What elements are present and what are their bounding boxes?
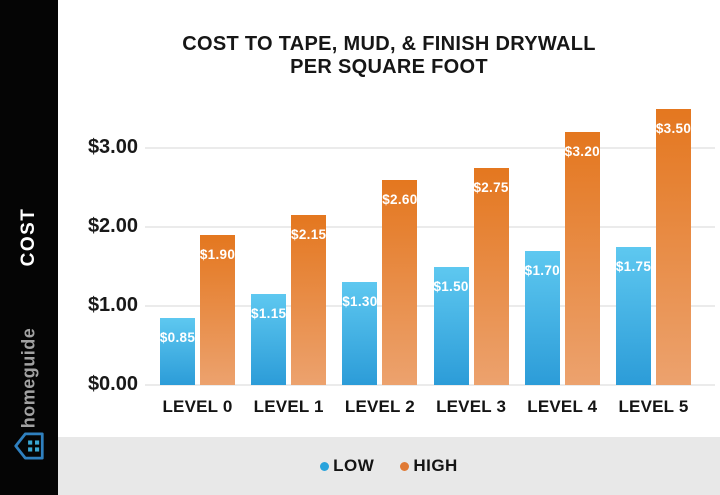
- chart-title-line-2: PER SQUARE FOOT: [290, 56, 488, 78]
- bar-value-label: $3.20: [564, 144, 600, 160]
- x-tick-label-level-5: LEVEL 5: [618, 397, 689, 416]
- bar-low-level-5: $1.75: [615, 246, 652, 385]
- chart-title-line-1: COST TO TAPE, MUD, & FINISH DRYWALL: [182, 33, 596, 55]
- legend-label-low: LOW: [333, 456, 375, 475]
- gridline-$1.00: [145, 305, 715, 307]
- bar-value-label: $1.70: [524, 262, 560, 278]
- bar-value-label: $0.85: [159, 329, 196, 345]
- sidebar: COST homeguide: [0, 0, 58, 495]
- bar-low-level-0: $0.85: [159, 317, 196, 385]
- x-tick-label-level-3: LEVEL 3: [436, 397, 507, 416]
- bar-high-level-3: $2.75: [473, 167, 509, 385]
- y-tick-label: $0.00: [87, 373, 138, 395]
- high-series-dot-icon: [400, 461, 410, 471]
- bar-value-label: $1.50: [433, 278, 469, 294]
- bar-value-label: $2.75: [473, 179, 509, 195]
- bar-value-label: $1.75: [615, 258, 652, 274]
- bar-low-level-1: $1.15: [251, 294, 287, 385]
- chart-title: COST TO TAPE, MUD, & FINISH DRYWALL PER …: [58, 33, 720, 79]
- x-tick-label-level-0: LEVEL 0: [162, 397, 233, 416]
- bar-high-level-4: $3.20: [565, 132, 600, 385]
- x-tick-label-level-4: LEVEL 4: [527, 397, 598, 416]
- gridline-$2.00: [145, 226, 715, 228]
- bar-value-label: $1.15: [251, 306, 287, 322]
- bar-high-level-2: $2.60: [382, 179, 418, 385]
- bar-low-level-2: $1.30: [342, 282, 378, 385]
- bar-value-label: $2.15: [291, 227, 327, 243]
- y-tick-label: $3.00: [87, 136, 138, 158]
- y-tick-label: $1.00: [87, 294, 138, 316]
- bar-value-label: $2.60: [382, 191, 418, 207]
- bar-high-level-5: $3.50: [655, 108, 692, 385]
- x-tick-label-level-2: LEVEL 2: [344, 397, 415, 416]
- legend: LOW HIGH: [58, 437, 720, 495]
- legend-item-low: LOW: [320, 456, 374, 476]
- legend-label-high: HIGH: [413, 456, 458, 475]
- bar-value-label: $1.90: [199, 246, 236, 262]
- bar-high-level-0: $1.90: [199, 234, 236, 385]
- house-grid-icon: [14, 432, 44, 460]
- low-series-dot-icon: [320, 461, 330, 471]
- gridline-$0.00: [145, 384, 715, 386]
- x-tick-label-level-1: LEVEL 1: [253, 397, 324, 416]
- bar-value-label: $1.30: [342, 294, 378, 310]
- bar-high-level-1: $2.15: [291, 215, 327, 385]
- legend-item-high: HIGH: [400, 456, 458, 476]
- bar-low-level-3: $1.50: [433, 266, 469, 385]
- gridline-$3.00: [145, 147, 715, 149]
- y-tick-label: $2.00: [87, 215, 138, 237]
- bar-value-label: $3.50: [655, 120, 692, 136]
- bar-low-level-4: $1.70: [524, 250, 560, 385]
